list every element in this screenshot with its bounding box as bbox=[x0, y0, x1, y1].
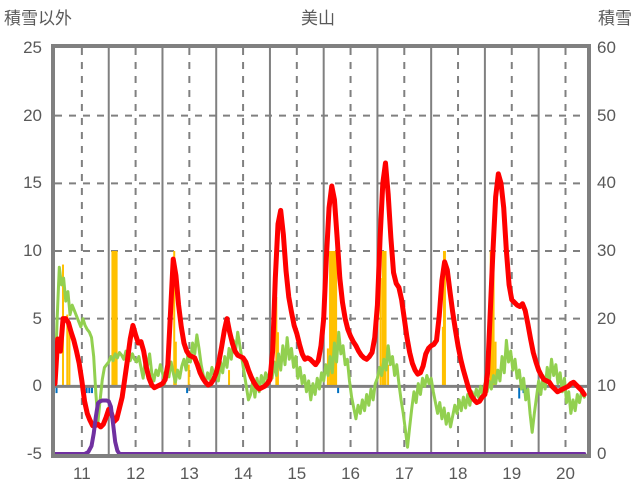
left-axis-title: 積雪以外 bbox=[4, 9, 72, 28]
purple-line-group bbox=[55, 398, 587, 454]
x-tick-label: 19 bbox=[502, 464, 522, 483]
x-tick-label: 12 bbox=[126, 464, 146, 483]
x-tick-label: 18 bbox=[448, 464, 468, 483]
left-tick-label: 20 bbox=[23, 105, 42, 125]
x-tick-label: 20 bbox=[556, 464, 575, 483]
right-tick-label: 10 bbox=[597, 376, 616, 396]
left-tick-label: 10 bbox=[23, 241, 42, 260]
right-tick-label: 50 bbox=[597, 105, 616, 125]
left-tick-label: -5 bbox=[26, 444, 42, 463]
x-tick-label: 14 bbox=[233, 464, 253, 483]
red-line-group bbox=[55, 160, 587, 430]
left-tick-label: 0 bbox=[32, 376, 42, 396]
right-tick-label: 20 bbox=[597, 308, 616, 328]
right-tick-label: 60 bbox=[597, 38, 616, 57]
left-tick-label: 15 bbox=[23, 173, 42, 193]
x-tick-label: 15 bbox=[287, 464, 307, 483]
chart-canvas bbox=[55, 48, 587, 454]
chart-title: 美山 bbox=[301, 9, 335, 28]
left-tick-label: 5 bbox=[32, 308, 42, 328]
x-tick-label: 17 bbox=[394, 464, 414, 483]
x-tick-label: 11 bbox=[73, 464, 91, 483]
right-tick-label: 30 bbox=[597, 241, 616, 260]
plot-area bbox=[51, 44, 591, 458]
x-tick-label: 16 bbox=[341, 464, 360, 483]
right-axis-title: 積雪 bbox=[598, 9, 632, 28]
plot-inner bbox=[55, 48, 587, 454]
left-tick-label: 25 bbox=[23, 38, 42, 57]
right-tick-label: 0 bbox=[597, 444, 607, 463]
right-tick-label: 40 bbox=[597, 173, 616, 193]
green-line-group bbox=[55, 265, 586, 449]
x-tick-label: 13 bbox=[179, 464, 199, 483]
